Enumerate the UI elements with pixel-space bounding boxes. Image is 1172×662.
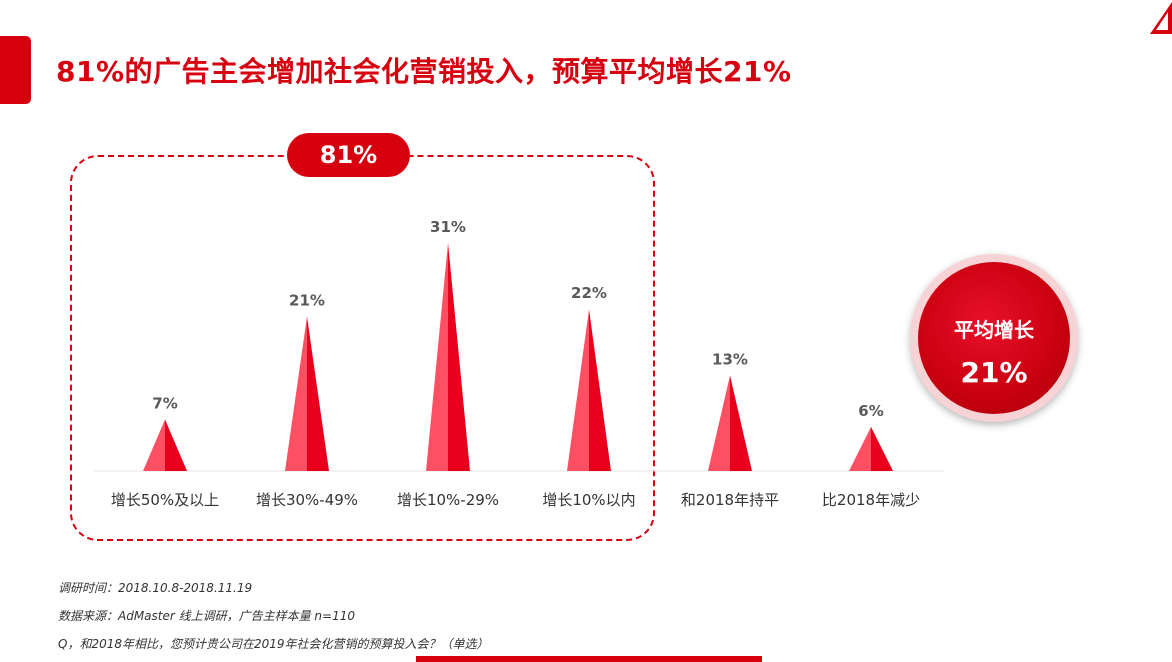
chart-peak-left-face xyxy=(285,316,307,471)
chart-peak-right-face xyxy=(589,309,611,471)
chart-category-labels: 增长50%及以上 增长30%-49% 增长10%-29% 增长10%以内 和2018年持… xyxy=(111,491,920,509)
chart-peak-left-face xyxy=(426,243,448,471)
chart-peak-5 xyxy=(708,375,752,471)
footnote-question: Q，和2018年相比，您预计贵公司在2019年社会化营销的预算投入会？（单选） xyxy=(58,637,489,651)
chart-peak-right-face xyxy=(730,375,752,471)
chart-peak-3 xyxy=(426,243,470,471)
chart-peak-left-face xyxy=(708,375,730,471)
chart-category-label-6: 比2018年减少 xyxy=(822,491,920,509)
chart-value-label-1: 7% xyxy=(152,395,177,413)
chart-peak-right-face xyxy=(307,316,329,471)
footnotes: 调研时间：2018.10.8-2018.11.19 数据来源：AdMaster … xyxy=(58,574,489,658)
footnote-survey-time: 调研时间：2018.10.8-2018.11.19 xyxy=(58,581,253,595)
bottom-accent-bar xyxy=(416,656,762,662)
chart-peak-right-face xyxy=(871,426,893,471)
title-accent-bar xyxy=(0,36,31,104)
chart-value-labels: 7% 21% 31% 22% 13% 6% xyxy=(152,218,883,420)
chart-category-label-1: 增长50%及以上 xyxy=(111,491,219,509)
chart-category-label-2: 增长30%-49% xyxy=(256,491,358,509)
chart-category-label-5: 和2018年持平 xyxy=(681,491,779,509)
page-title: 81%的广告主会增加社会化营销投入，预算平均增长21% xyxy=(56,55,792,88)
chart-value-label-3: 31% xyxy=(430,218,466,236)
chart-peak-left-face xyxy=(567,309,589,471)
average-growth-label: 平均增长 xyxy=(954,318,1034,342)
average-growth-badge: 平均增长 21% xyxy=(910,254,1078,422)
chart-peak-right-face xyxy=(448,243,470,471)
group-total-badge: 81% xyxy=(287,133,410,177)
chart-peak-2 xyxy=(285,316,329,471)
footnote-data-source: 数据来源：AdMaster 线上调研，广告主样本量 n=110 xyxy=(58,609,356,623)
average-growth-circle: 平均增长 21% xyxy=(918,262,1070,414)
chart-value-label-5: 13% xyxy=(712,350,748,368)
chart-peak-6 xyxy=(849,426,893,471)
chart-peak-1 xyxy=(143,419,187,471)
chart-category-label-3: 增长10%-29% xyxy=(397,491,499,509)
chart-peak-4 xyxy=(567,309,611,471)
chart-value-label-6: 6% xyxy=(858,402,883,420)
chart-peak-left-face xyxy=(849,426,871,471)
chart-value-label-4: 22% xyxy=(571,284,607,302)
average-growth-value: 21% xyxy=(960,356,1028,389)
chart-value-label-2: 21% xyxy=(289,292,325,310)
brand-logo-icon xyxy=(1138,0,1172,34)
chart-peak-left-face xyxy=(143,419,165,471)
chart-category-label-4: 增长10%以内 xyxy=(542,491,635,509)
chart-peak-right-face xyxy=(165,419,187,471)
chart-peaks xyxy=(143,243,893,471)
